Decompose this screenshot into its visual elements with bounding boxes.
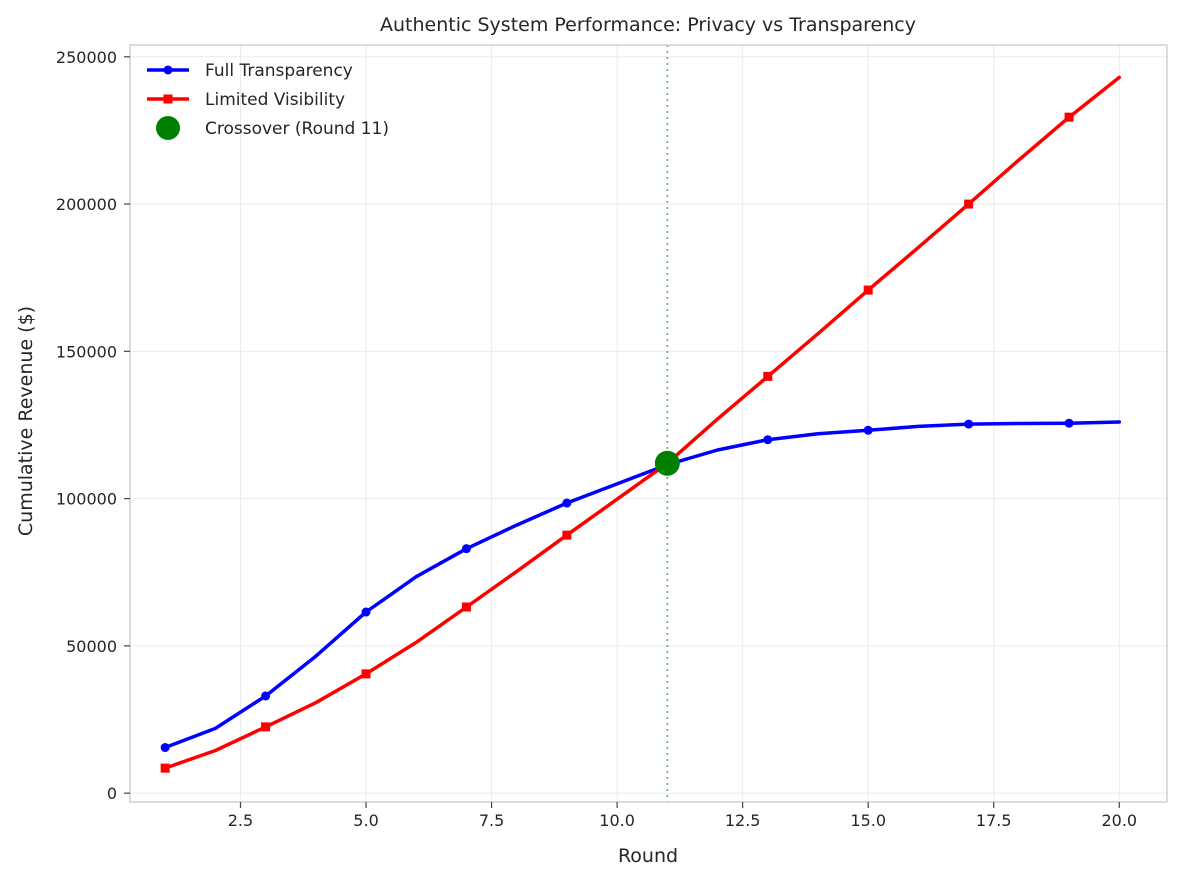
y-tick-label: 100000	[56, 490, 117, 509]
y-tick-label: 250000	[56, 48, 117, 67]
marker-layer	[160, 112, 1074, 773]
y-tick-label: 50000	[66, 637, 117, 656]
data-point-full-transparency	[863, 425, 873, 435]
legend-label-crossover: Crossover (Round 11)	[205, 119, 389, 139]
x-tick-label: 10.0	[599, 811, 635, 830]
y-axis-title: Cumulative Revenue ($)	[15, 306, 37, 536]
legend-marker-crossover	[156, 116, 180, 140]
grid	[130, 45, 1167, 802]
crossover-point	[654, 450, 680, 476]
data-point-limited-visibility	[562, 530, 572, 540]
x-tick-label: 12.5	[725, 811, 761, 830]
series-line-full-transparency	[163, 420, 1122, 750]
data-point-limited-visibility	[763, 371, 773, 381]
data-point-full-transparency	[763, 435, 773, 445]
data-point-limited-visibility	[863, 285, 873, 295]
legend: Full Transparency Limited Visibility Cro…	[147, 61, 389, 140]
x-tick-label: 2.5	[228, 811, 253, 830]
data-point-limited-visibility	[361, 669, 371, 679]
data-point-full-transparency	[261, 691, 271, 701]
data-point-full-transparency	[562, 498, 572, 508]
data-point-full-transparency	[160, 743, 170, 753]
x-tick-label: 7.5	[479, 811, 504, 830]
chart-title: Authentic System Performance: Privacy vs…	[380, 14, 916, 36]
y-tick-label: 150000	[56, 342, 117, 361]
tick-layer: 2.5 5.0 7.5 10.0 12.5 15.0 17.5 20.0 0 50000 10000…	[56, 48, 1137, 830]
data-point-full-transparency	[964, 419, 974, 429]
series-layer	[163, 45, 1122, 802]
y-tick-label: 0	[107, 784, 117, 803]
x-tick-label: 17.5	[976, 811, 1012, 830]
data-point-full-transparency	[461, 544, 471, 554]
y-tick-label: 200000	[56, 195, 117, 214]
legend-label-limited-visibility: Limited Visibility	[205, 90, 345, 110]
x-tick-label: 5.0	[353, 811, 378, 830]
series-line-limited-visibility	[163, 75, 1122, 770]
x-tick-label: 15.0	[850, 811, 886, 830]
plot-frame	[129, 44, 1168, 803]
legend-marker-full-transparency	[163, 65, 173, 75]
legend-marker-limited-visibility	[163, 94, 173, 104]
legend-label-full-transparency: Full Transparency	[205, 61, 353, 81]
data-point-limited-visibility	[1064, 112, 1074, 122]
data-point-full-transparency	[1064, 418, 1074, 428]
data-point-limited-visibility	[461, 602, 471, 612]
data-point-limited-visibility	[160, 763, 170, 773]
x-axis-title: Round	[618, 845, 678, 867]
data-point-limited-visibility	[964, 199, 974, 209]
x-tick-label: 20.0	[1101, 811, 1137, 830]
data-point-full-transparency	[361, 607, 371, 617]
data-point-limited-visibility	[261, 722, 271, 732]
